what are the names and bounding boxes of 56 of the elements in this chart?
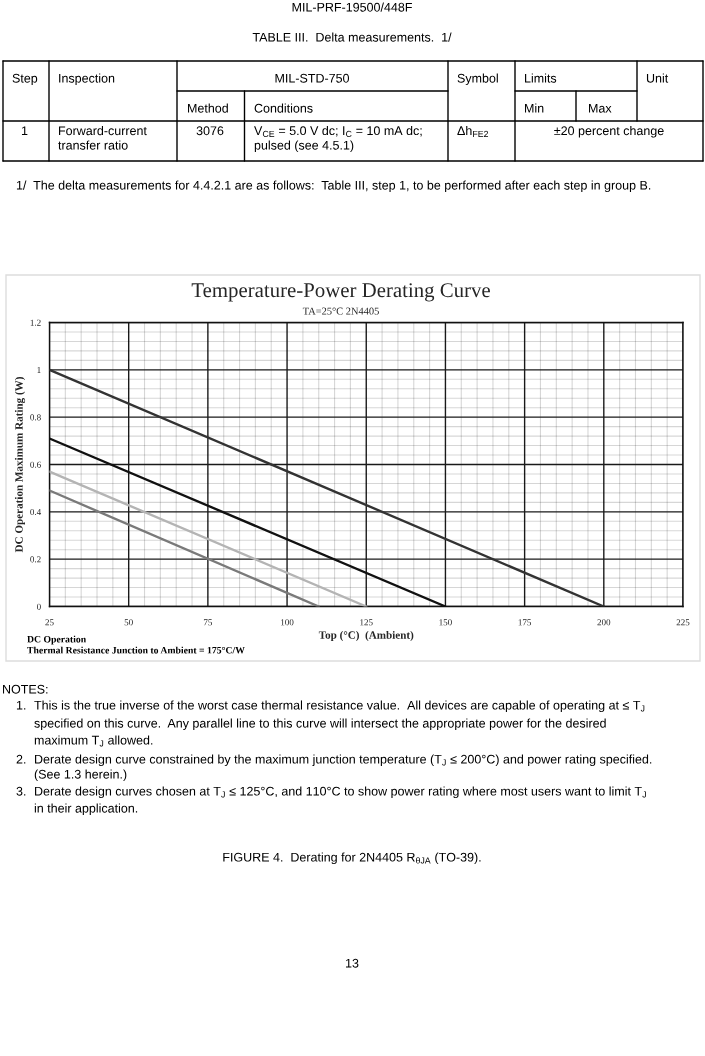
text: 3.: [16, 786, 26, 796]
chart-subtitle: TA=25°C 2N4405: [302, 307, 379, 315]
text: TABLE III. Delta measurements. 1/: [252, 32, 452, 42]
caption: FIGURE 4. Derating for 2N4405 R$_{θJA}$ (TO-39).: [223, 852, 481, 865]
text: Max: [589, 103, 612, 113]
x-tick-label: 100: [281, 619, 294, 626]
text: Limits: [525, 73, 557, 83]
text: pulsed (see 4.5.1): [254, 140, 354, 153]
text: Conditions: [254, 103, 313, 113]
text: Thermal Resistance Junction to Ambient = 175°C/W: [27, 646, 245, 654]
x-tick-label: 225: [676, 619, 690, 626]
y-tick-label: 0: [37, 603, 41, 610]
text: Forward-current: [59, 125, 147, 136]
text: MIL-STD-750: [275, 73, 350, 83]
text: transfer ratio: [58, 140, 128, 150]
text: Inspection: [59, 73, 115, 86]
text: DC Operation: [27, 635, 86, 645]
y-tick-label: 1: [37, 367, 41, 373]
y-tick-label: 0.6: [30, 461, 41, 468]
x-tick-label: 25: [45, 619, 54, 626]
text: Symbol: [457, 73, 498, 86]
text: V$_{CE}$ = 5.0 V dc; I$_{C}$ = 10 mA dc;: [254, 125, 422, 138]
text: Δh$_{FE2}$: [457, 125, 489, 137]
x-tick-label: 175: [518, 619, 532, 626]
text: Min: [525, 103, 544, 113]
x-tick-label: 125: [360, 619, 373, 626]
text: in their application.: [34, 803, 138, 816]
text: (See 1.3 herein.): [34, 769, 127, 782]
y-tick-label: 0.2: [30, 556, 41, 563]
text: 2.: [16, 754, 26, 764]
y-tick-label: 0.4: [30, 508, 42, 516]
y-tick-label: 0.8: [30, 414, 41, 421]
x-tick-label: 75: [203, 619, 213, 626]
text: ±20 percent change: [554, 125, 664, 138]
text: Step: [12, 73, 38, 86]
text: maximum T$_{J}$ allowed.: [34, 735, 153, 747]
x-tick-label: 150: [439, 619, 452, 626]
x-tick-label: 200: [597, 619, 611, 626]
text: 3076: [196, 126, 224, 136]
text: Method: [188, 103, 228, 113]
text: 1: [21, 126, 28, 136]
text: Unit: [646, 73, 669, 83]
text: MIL-PRF-19500/448F: [292, 2, 412, 12]
text: NOTES:: [3, 684, 48, 694]
text: 1.: [16, 700, 26, 710]
text: 1/ The delta measurements for 4.4.2.1 are as follows: Table III, step 1, to be performed after each step in group B.: [16, 180, 651, 193]
text: 13: [346, 958, 359, 968]
text: specified on this curve. Any parallel line to this curve will intersect the appropriate power for the desired: [34, 718, 606, 731]
chart-title: Temperature-Power Derating Curve: [191, 283, 490, 302]
x-axis-title: Top (°C) (Ambient): [318, 630, 414, 642]
text: This is the true inverse of the worst case thermal resistance value. All devices are capable of operating at ≤ T$_{J}$: [34, 700, 645, 713]
text: Derate design curves chosen at T$_{J}$ ≤ 125°C, and 110°C to show power rating where most users want to limit T$_{J}$: [35, 786, 646, 799]
text: Derate design curve constrained by the maximum junction temperature (T$_{J}$ ≤ 200°C) and power rating specified.: [35, 754, 652, 767]
y-tick-label: 1.2: [30, 319, 41, 326]
x-tick-label: 50: [124, 619, 133, 626]
y-axis-title: DC Operation Maximum Rating (W): [14, 377, 26, 553]
